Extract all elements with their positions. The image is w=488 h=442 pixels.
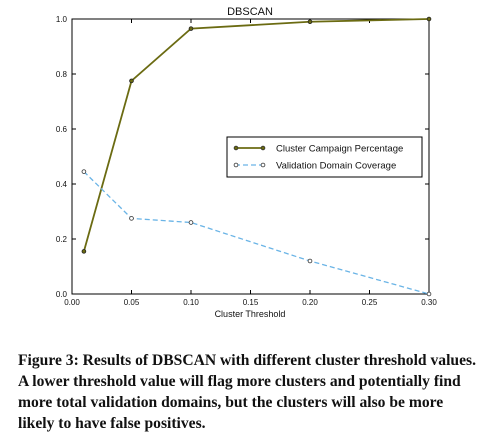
x-tick-label: 0.20 (302, 298, 318, 307)
data-point (188, 26, 194, 31)
y-tick-label: 0.2 (56, 235, 68, 244)
dbscan-chart: 0.00 0.05 0.10 0.15 0.20 0.25 0.30 0.0 0.2 0.4 0.6… (56, 6, 437, 319)
x-tick-label: 0.00 (64, 298, 80, 307)
y-tick-label: 0.0 (56, 290, 68, 299)
y-tick-label: 0.6 (56, 125, 68, 134)
data-point (426, 16, 432, 22)
data-point (307, 19, 313, 25)
data-point (426, 291, 432, 297)
data-point (188, 220, 194, 225)
data-point (129, 216, 134, 221)
chart-title: DBSCAN (227, 6, 273, 18)
data-point (307, 258, 313, 264)
series-layer (81, 16, 432, 297)
legend-label: Cluster Campaign Percentage (276, 144, 403, 155)
series-line-validation-domain-coverage (83, 171, 430, 295)
y-tick-label: 0.4 (56, 180, 68, 189)
x-tick-label: 0.25 (362, 298, 378, 307)
x-tick-label: 0.05 (124, 298, 140, 307)
series-line-cluster-campaign-percentage (83, 18, 430, 252)
legend: Cluster Campaign Percentage Validation Do… (226, 136, 423, 178)
x-tick-label: 0.10 (183, 298, 199, 307)
legend-swatch-marker (260, 145, 266, 151)
y-tick-label: 1.0 (56, 15, 68, 24)
legend-swatch-marker (233, 145, 239, 151)
x-tick-label: 0.15 (243, 298, 259, 307)
x-axis-label: Cluster Threshold (215, 309, 286, 319)
figure-caption: Figure 3: Results of DBSCAN with differe… (18, 352, 476, 432)
legend-label: Validation Domain Coverage (276, 161, 396, 172)
data-point (129, 78, 134, 84)
x-tick-label: 0.30 (421, 298, 437, 307)
legend-swatch-marker (233, 162, 239, 168)
legend-box (226, 136, 423, 178)
data-point (81, 169, 87, 174)
data-point (81, 249, 87, 254)
legend-swatch-marker (260, 162, 266, 168)
y-tick-label: 0.8 (56, 70, 68, 79)
